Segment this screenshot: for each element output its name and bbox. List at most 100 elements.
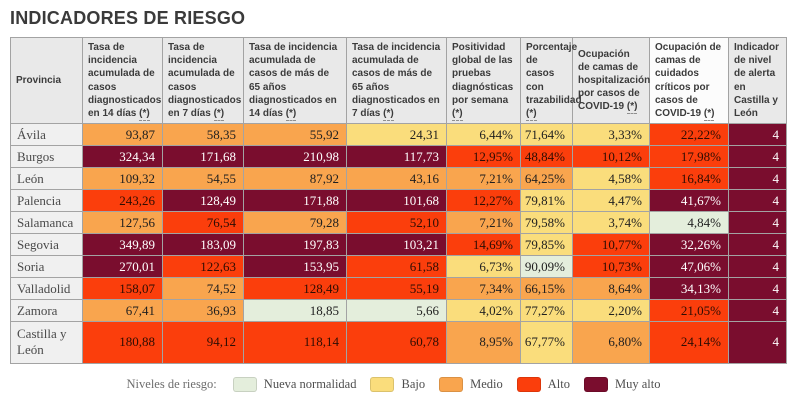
province-cell-palencia: Palencia bbox=[10, 189, 83, 213]
province-cell-soria: Soria bbox=[10, 255, 83, 279]
legend-swatch-muy_alto bbox=[583, 376, 608, 392]
risk-legend: Niveles de riesgo: Nueva normalidad Bajo M… bbox=[0, 376, 787, 392]
data-cell: 76,54 bbox=[162, 211, 244, 235]
data-cell: 43,16 bbox=[346, 167, 447, 191]
data-cell: 7,21% bbox=[446, 211, 521, 235]
column-header-6: Porcentaje de casos con trazabilidad (*) bbox=[520, 36, 582, 125]
legend-item-label: Muy alto bbox=[614, 376, 661, 391]
data-cell: 158,07 bbox=[82, 277, 163, 301]
data-cell: 58,35 bbox=[162, 123, 244, 147]
table-row-segovia: Segovia 349,89 183,09 197,83 103,21 14,69% 79,… bbox=[10, 233, 787, 257]
data-cell: 128,49 bbox=[162, 189, 244, 213]
data-cell: 8,64% bbox=[572, 277, 650, 301]
table-row-avila: Ávila 93,87 58,35 55,92 24,31 6,44% 71,64% 3,33… bbox=[10, 123, 787, 147]
data-cell: 349,89 bbox=[82, 233, 163, 257]
data-cell: 6,44% bbox=[446, 123, 521, 147]
legend-item-label: Medio bbox=[470, 376, 503, 391]
column-header-label: Porcentaje de casos con trazabilidad bbox=[526, 42, 582, 106]
column-header-8: Ocupación de camas de cuidados críticos … bbox=[649, 36, 729, 125]
province-cell-segovia: Segovia bbox=[10, 233, 83, 257]
column-header-label: Tasa de incidencia acumulada de casos de… bbox=[352, 42, 441, 119]
data-cell: 67,77% bbox=[520, 321, 573, 364]
data-cell: 128,49 bbox=[243, 277, 347, 301]
data-cell: 60,78 bbox=[346, 321, 447, 364]
data-cell: 4 bbox=[728, 233, 787, 257]
footnote-marker[interactable]: (*) bbox=[703, 107, 715, 121]
footnote-marker[interactable]: (*) bbox=[626, 101, 638, 115]
data-cell: 4 bbox=[728, 255, 787, 279]
data-cell: 8,95% bbox=[446, 321, 521, 364]
province-cell-zamora: Zamora bbox=[10, 299, 83, 323]
data-cell: 4,47% bbox=[572, 189, 650, 213]
table-row-valladolid: Valladolid 158,07 74,52 128,49 55,19 7,34% 66,… bbox=[10, 277, 787, 301]
data-cell: 101,68 bbox=[346, 189, 447, 213]
data-cell: 180,88 bbox=[82, 321, 163, 364]
table-row-zamora: Zamora 67,41 36,93 18,85 5,66 4,02% 77,27% 2,20… bbox=[10, 299, 787, 323]
table-header: Provincia Tasa de incidencia acumulada d… bbox=[10, 36, 787, 125]
data-cell: 52,10 bbox=[346, 211, 447, 235]
data-cell: 79,28 bbox=[243, 211, 347, 235]
data-cell: 122,63 bbox=[162, 255, 244, 279]
data-cell: 197,83 bbox=[243, 233, 347, 257]
data-cell: 6,73% bbox=[446, 255, 521, 279]
data-cell: 94,12 bbox=[162, 321, 244, 364]
data-cell: 61,58 bbox=[346, 255, 447, 279]
data-cell: 36,93 bbox=[162, 299, 244, 323]
table-row-leon: León 109,32 54,55 87,92 43,16 7,21% 64,25% 4,58… bbox=[10, 167, 787, 191]
column-header-label: Positividad global de las pruebas diagnó… bbox=[452, 42, 514, 106]
data-cell: 117,73 bbox=[346, 145, 447, 169]
footnote-marker[interactable]: (*) bbox=[285, 107, 297, 121]
data-cell: 2,20% bbox=[572, 299, 650, 323]
table-row-castilla-y-leon: Castilla y León 180,88 94,12 118,14 60,78 8,9… bbox=[10, 321, 787, 364]
data-cell: 32,26% bbox=[649, 233, 729, 257]
column-header-label: Ocupación de camas de hospitalización po… bbox=[578, 48, 651, 113]
footnote-marker[interactable]: (*) bbox=[452, 107, 463, 121]
legend-item-nueva: Nueva normalidad bbox=[232, 376, 356, 392]
legend-item-muy_alto: Muy alto bbox=[583, 376, 661, 392]
data-cell: 183,09 bbox=[162, 233, 244, 257]
data-cell: 4 bbox=[728, 123, 787, 147]
data-cell: 18,85 bbox=[243, 299, 347, 323]
data-cell: 4 bbox=[728, 299, 787, 323]
table-row-palencia: Palencia 243,26 128,49 171,88 101,68 12,27% 79… bbox=[10, 189, 787, 213]
data-cell: 270,01 bbox=[82, 255, 163, 279]
data-cell: 10,73% bbox=[572, 255, 650, 279]
province-cell-valladolid: Valladolid bbox=[10, 277, 83, 301]
province-cell-avila: Ávila bbox=[10, 123, 83, 147]
data-cell: 77,27% bbox=[520, 299, 573, 323]
data-cell: 16,84% bbox=[649, 167, 729, 191]
column-header-4: Tasa de incidencia acumulada de casos de… bbox=[346, 36, 447, 125]
column-header-9: Indicador de nivel de alerta en Castilla… bbox=[728, 36, 787, 125]
data-cell: 47,06% bbox=[649, 255, 729, 279]
data-cell: 243,26 bbox=[82, 189, 163, 213]
province-cell-castilla-y-leon: Castilla y León bbox=[10, 321, 83, 364]
data-cell: 4 bbox=[728, 211, 787, 235]
data-cell: 7,21% bbox=[446, 167, 521, 191]
data-cell: 5,66 bbox=[346, 299, 447, 323]
risk-indicators-table: Provincia Tasa de incidencia acumulada d… bbox=[10, 36, 787, 364]
footnote-marker[interactable]: (*) bbox=[213, 107, 225, 121]
data-cell: 12,95% bbox=[446, 145, 521, 169]
column-header-3: Tasa de incidencia acumulada de casos de… bbox=[243, 36, 347, 125]
legend-label: Niveles de riesgo: bbox=[126, 376, 217, 391]
legend-swatch-medio bbox=[439, 376, 464, 392]
footnote-marker[interactable]: (*) bbox=[526, 107, 537, 121]
footnote-marker[interactable]: (*) bbox=[383, 107, 394, 121]
data-cell: 21,05% bbox=[649, 299, 729, 323]
data-cell: 3,74% bbox=[572, 211, 650, 235]
data-cell: 4 bbox=[728, 167, 787, 191]
data-cell: 22,22% bbox=[649, 123, 729, 147]
data-cell: 7,34% bbox=[446, 277, 521, 301]
column-header-label: Indicador de nivel de alerta en Castilla… bbox=[734, 42, 780, 119]
province-cell-burgos: Burgos bbox=[10, 145, 83, 169]
table-row-salamanca: Salamanca 127,56 76,54 79,28 52,10 7,21% 79,58… bbox=[10, 211, 787, 235]
data-cell: 24,14% bbox=[649, 321, 729, 364]
data-cell: 34,13% bbox=[649, 277, 729, 301]
data-cell: 4 bbox=[728, 189, 787, 213]
legend-swatch-bajo bbox=[370, 376, 395, 392]
footnote-marker[interactable]: (*) bbox=[139, 107, 150, 121]
data-cell: 324,34 bbox=[82, 145, 163, 169]
legend-item-bajo: Bajo bbox=[370, 376, 425, 392]
column-header-2: Tasa de incidencia acumulada de casos di… bbox=[162, 36, 244, 125]
data-cell: 153,95 bbox=[243, 255, 347, 279]
